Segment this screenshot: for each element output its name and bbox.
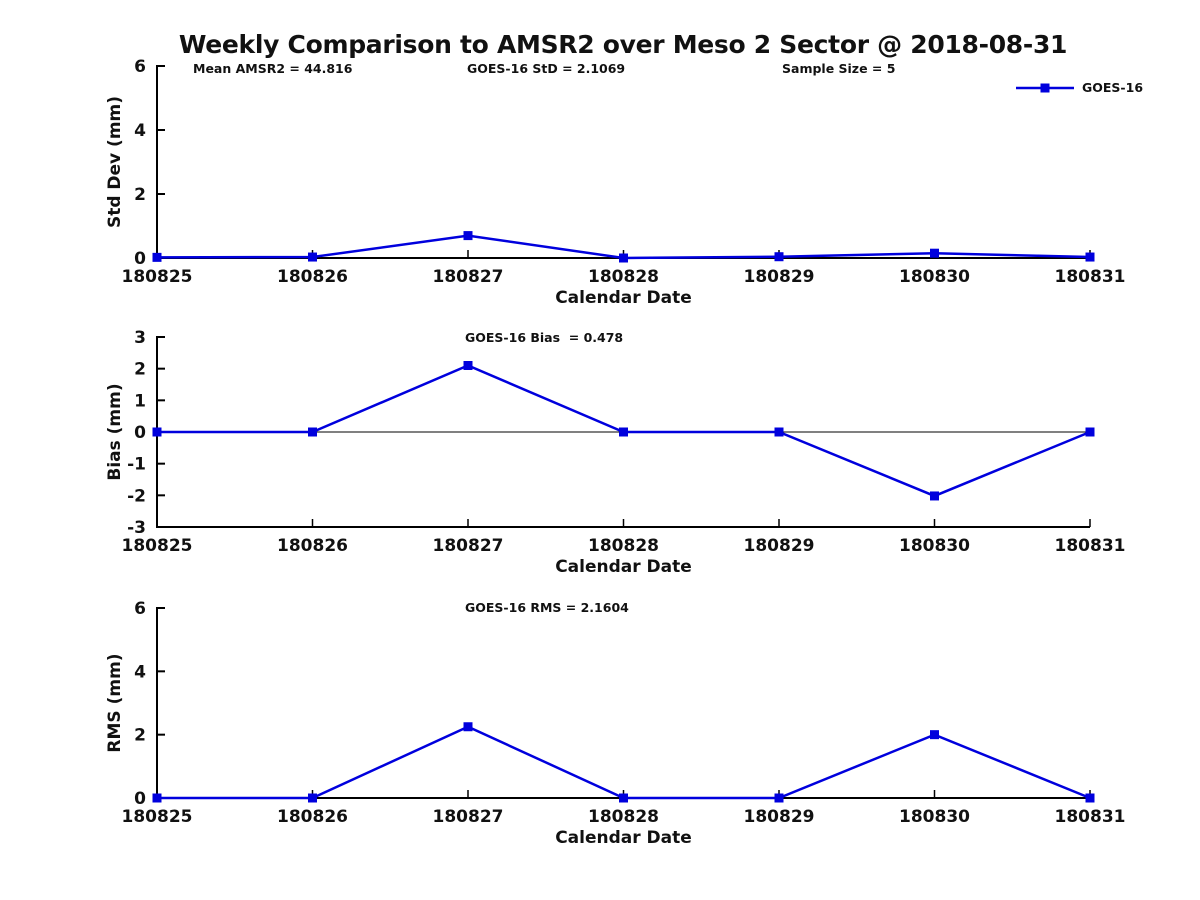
x-tick-label: 180826 bbox=[277, 267, 348, 287]
data-point bbox=[774, 252, 784, 262]
x-tick-label: 180828 bbox=[588, 807, 659, 827]
data-point bbox=[152, 427, 162, 437]
x-tick-label: 180827 bbox=[433, 807, 504, 827]
data-line bbox=[157, 725, 1091, 800]
data-point bbox=[930, 730, 939, 740]
x-tick-label: 180828 bbox=[588, 536, 659, 556]
annotation-sample-size: Sample Size = 5 bbox=[782, 61, 896, 76]
annotation-mean-amsr2: Mean AMSR2 = 44.816 bbox=[193, 61, 353, 76]
y-tick-label: -3 bbox=[127, 518, 146, 538]
data-point bbox=[619, 793, 628, 803]
data-point bbox=[308, 793, 317, 803]
x-tick-label: 180825 bbox=[122, 807, 193, 827]
y-tick-label: 4 bbox=[134, 662, 146, 682]
data-point bbox=[774, 427, 784, 437]
annotation-goes16-rms: GOES-16 RMS = 2.1604 bbox=[465, 600, 629, 615]
data-point bbox=[308, 427, 317, 437]
x-tick-label: 180827 bbox=[433, 536, 504, 556]
y-tick-label: 2 bbox=[134, 185, 146, 205]
y-axis-label: RMS (mm) bbox=[105, 653, 125, 752]
x-tick-label: 180831 bbox=[1055, 536, 1126, 556]
x-tick-label: 180831 bbox=[1055, 267, 1126, 287]
x-tick-label: 180830 bbox=[899, 536, 970, 556]
data-point bbox=[1085, 793, 1095, 803]
y-tick-label: 2 bbox=[134, 726, 146, 746]
data-point bbox=[930, 248, 939, 258]
y-tick-label: 3 bbox=[134, 328, 146, 348]
x-tick-label: 180825 bbox=[122, 536, 193, 556]
x-tick-label: 180826 bbox=[277, 807, 348, 827]
x-tick-label: 180828 bbox=[588, 267, 659, 287]
x-axis-label: Calendar Date bbox=[555, 557, 692, 577]
y-axis-label: Std Dev (mm) bbox=[105, 96, 125, 228]
chart-title: Weekly Comparison to AMSR2 over Meso 2 S… bbox=[178, 30, 1068, 59]
y-axis-label: Bias (mm) bbox=[105, 383, 125, 480]
data-point bbox=[463, 231, 473, 241]
x-axis-label: Calendar Date bbox=[555, 288, 692, 308]
x-tick-label: 180826 bbox=[277, 536, 348, 556]
x-tick-label: 180829 bbox=[744, 267, 815, 287]
x-tick-label: 180829 bbox=[744, 536, 815, 556]
data-point bbox=[619, 427, 628, 437]
data-point bbox=[774, 793, 784, 803]
y-tick-label: -1 bbox=[127, 455, 146, 475]
data-point bbox=[308, 252, 317, 262]
data-point bbox=[463, 722, 473, 732]
y-tick-label: 6 bbox=[134, 599, 146, 619]
x-tick-label: 180830 bbox=[899, 267, 970, 287]
data-point bbox=[152, 793, 162, 803]
x-tick-label: 180830 bbox=[899, 807, 970, 827]
x-axis-label: Calendar Date bbox=[555, 828, 692, 848]
y-tick-label: 4 bbox=[134, 121, 146, 141]
x-tick-label: 180827 bbox=[433, 267, 504, 287]
data-point bbox=[930, 491, 939, 501]
legend-line-marker-icon bbox=[1016, 83, 1074, 92]
y-tick-label: 0 bbox=[134, 789, 146, 809]
data-point bbox=[463, 361, 473, 370]
data-point bbox=[1085, 252, 1095, 262]
annotation-goes16-std: GOES-16 StD = 2.1069 bbox=[467, 61, 626, 76]
x-tick-label: 180831 bbox=[1055, 807, 1126, 827]
subplot-3: 0 2 4 6 180825 180826 180827 180828 180829 180830… bbox=[105, 599, 1125, 848]
legend: GOES-16 bbox=[1016, 80, 1143, 95]
annotation-goes16-bias: GOES-16 Bias = 0.478 bbox=[465, 330, 624, 345]
data-point bbox=[152, 252, 162, 262]
y-tick-label: 0 bbox=[134, 249, 146, 269]
y-tick-label: 1 bbox=[134, 391, 146, 411]
x-tick-label: 180825 bbox=[122, 267, 193, 287]
legend-label: GOES-16 bbox=[1082, 80, 1144, 95]
data-point bbox=[1085, 427, 1095, 437]
subplot-1: 0 2 4 6 180825 180826 180827 180828 180829 180830… bbox=[105, 57, 1125, 308]
y-tick-label: 6 bbox=[134, 57, 146, 77]
subplot-2: -3 -2 -1 0 1 2 3 180825 180826 180827 180828 180829… bbox=[105, 328, 1125, 577]
y-tick-label: 2 bbox=[134, 360, 146, 380]
y-tick-label: -2 bbox=[127, 486, 146, 506]
y-tick-label: 0 bbox=[134, 423, 146, 443]
data-point bbox=[619, 253, 628, 263]
x-tick-label: 180829 bbox=[744, 807, 815, 827]
